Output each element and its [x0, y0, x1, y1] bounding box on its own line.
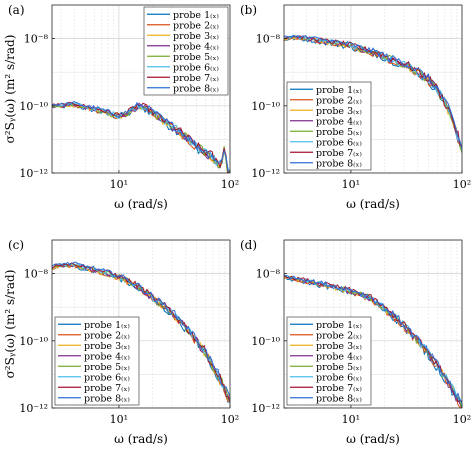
legend-entry: probe 4₍ₓ₎	[316, 351, 362, 362]
panel-label: (b)	[240, 3, 257, 17]
x-tick-label: 10¹	[110, 413, 128, 426]
legend-entry: probe 6₍ₓ₎	[316, 372, 362, 383]
y-axis-label: σ²Sᵧ(ω) (m² s/rad)	[3, 35, 17, 144]
series-lines	[52, 261, 230, 405]
x-axis-label: ω (rad/s)	[346, 197, 400, 211]
legend-entry: probe 8₍ₓ₎	[173, 83, 219, 94]
legend: probe 1₍ₓ₎probe 2₍ₓ₎probe 3₍ₓ₎probe 4₍ₓ₎…	[143, 6, 229, 96]
series-lines	[52, 101, 230, 173]
legend-entry: probe 6₍ₓ₎	[316, 137, 362, 148]
legend-entry: probe 8₍ₓ₎	[84, 393, 130, 404]
legend-box	[286, 316, 372, 406]
legend-entry: probe 5₍ₓ₎	[316, 127, 362, 138]
series-line-probe-7	[284, 35, 462, 147]
series-line-probe-8	[284, 34, 462, 149]
legend-entry: probe 3₍ₓ₎	[316, 106, 362, 117]
x-axis-label: ω (rad/s)	[114, 197, 168, 211]
legend-entry: probe 1₍ₓ₎	[173, 10, 219, 21]
y-tick-label: 10⁻⁸	[24, 33, 49, 46]
x-tick-label: 10²	[453, 413, 471, 426]
x-tick-label: 10²	[221, 178, 239, 191]
legend-entry: probe 8₍ₓ₎	[316, 393, 362, 404]
legend-box	[286, 81, 372, 171]
series-lines	[284, 274, 462, 408]
series-line-probe-3	[52, 263, 230, 402]
y-tick-label: 10⁻¹²	[251, 402, 280, 415]
legend-entry: probe 3₍ₓ₎	[173, 31, 219, 42]
y-tick-label: 10⁻¹⁰	[19, 100, 48, 113]
x-axis-label: ω (rad/s)	[346, 432, 400, 446]
y-tick-label: 10⁻¹²	[19, 402, 48, 415]
legend-entry: probe 2₍ₓ₎	[173, 20, 219, 31]
legend: probe 1₍ₓ₎probe 2₍ₓ₎probe 3₍ₓ₎probe 4₍ₓ₎…	[54, 316, 140, 406]
series-lines	[284, 34, 462, 154]
panel-label: (d)	[240, 238, 257, 252]
legend: probe 1₍ₓ₎probe 2₍ₓ₎probe 3₍ₓ₎probe 4₍ₓ₎…	[286, 81, 372, 171]
series-line-probe-5	[52, 102, 230, 173]
plot-frame	[283, 239, 463, 409]
legend-entry: probe 3₍ₓ₎	[84, 341, 130, 352]
legend-entry: probe 4₍ₓ₎	[173, 41, 219, 52]
panel-d: 10⁻¹² 10⁻¹⁰ 10⁻⁸ 10¹ 10² ω (rad/s) (d) probe 1₍…	[240, 238, 471, 446]
legend-entry: probe 5₍ₓ₎	[173, 52, 219, 63]
x-tick-label: 10¹	[342, 413, 360, 426]
x-tick-label: 10²	[221, 413, 239, 426]
panel-label: (a)	[8, 3, 25, 17]
series-line-probe-8	[284, 274, 462, 403]
legend-entry: probe 7₍ₓ₎	[84, 383, 130, 394]
series-line-probe-8	[52, 101, 230, 173]
legend-entry: probe 2₍ₓ₎	[316, 95, 362, 106]
y-tick-label: 10⁻⁸	[256, 268, 281, 281]
legend-entry: probe 7₍ₓ₎	[173, 73, 219, 84]
panel-b: 10⁻¹² 10⁻¹⁰ 10⁻⁸ 10¹ 10² ω (rad/s) (b) probe 1₍…	[240, 3, 471, 211]
legend-entry: probe 1₍ₓ₎	[84, 320, 130, 331]
legend-entry: probe 6₍ₓ₎	[84, 372, 130, 383]
legend-entry: probe 8₍ₓ₎	[316, 158, 362, 169]
y-tick-label: 10⁻¹⁰	[251, 100, 280, 113]
legend-entry: probe 1₍ₓ₎	[316, 320, 362, 331]
x-axis-label: ω (rad/s)	[114, 432, 168, 446]
plot-frame	[51, 239, 231, 409]
legend-entry: probe 4₍ₓ₎	[84, 351, 130, 362]
legend-entry: probe 7₍ₓ₎	[316, 383, 362, 394]
legend-entry: probe 5₍ₓ₎	[316, 362, 362, 373]
y-tick-label: 10⁻⁸	[256, 33, 281, 46]
panel-c: 10⁻¹² 10⁻¹⁰ 10⁻⁸ 10¹ 10² ω (rad/s) σ²Sᵧ(ω) (m²…	[3, 238, 239, 446]
y-tick-label: 10⁻¹²	[251, 167, 280, 180]
legend-box	[143, 6, 229, 96]
series-line-probe-6	[284, 35, 462, 151]
legend-entry: probe 2₍ₓ₎	[316, 330, 362, 341]
y-tick-label: 10⁻¹⁰	[19, 335, 48, 348]
series-line-probe-4	[284, 275, 462, 408]
y-tick-label: 10⁻¹²	[19, 167, 48, 180]
plot-frame	[51, 4, 231, 174]
x-tick-label: 10¹	[342, 178, 360, 191]
legend-box	[54, 316, 140, 406]
legend-entry: probe 2₍ₓ₎	[84, 330, 130, 341]
y-tick-label: 10⁻¹⁰	[251, 335, 280, 348]
legend-entry: probe 7₍ₓ₎	[316, 148, 362, 159]
legend-entry: probe 3₍ₓ₎	[316, 341, 362, 352]
legend-entry: probe 4₍ₓ₎	[316, 116, 362, 127]
series-line-probe-8	[52, 261, 230, 397]
x-tick-label: 10²	[453, 178, 471, 191]
legend-entry: probe 1₍ₓ₎	[316, 85, 362, 96]
panel-a: 10⁻¹² 10⁻¹⁰ 10⁻⁸ 10¹ 10² ω (rad/s) σ²Sᵧ(ω) (m²…	[3, 3, 239, 211]
legend: probe 1₍ₓ₎probe 2₍ₓ₎probe 3₍ₓ₎probe 4₍ₓ₎…	[286, 316, 372, 406]
legend-entry: probe 5₍ₓ₎	[84, 362, 130, 373]
x-tick-label: 10¹	[110, 178, 128, 191]
y-axis-label: σ²Sᵧ(ω) (m² s/rad)	[3, 270, 17, 379]
series-line-probe-4	[52, 263, 230, 399]
plot-frame	[283, 4, 463, 174]
y-tick-label: 10⁻⁸	[24, 268, 49, 281]
panel-label: (c)	[8, 238, 24, 252]
legend-entry: probe 6₍ₓ₎	[173, 62, 219, 73]
